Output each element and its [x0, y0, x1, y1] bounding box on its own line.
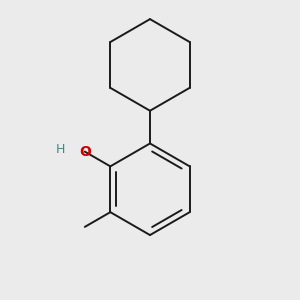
Text: H: H — [56, 143, 65, 157]
Text: O: O — [79, 145, 91, 159]
